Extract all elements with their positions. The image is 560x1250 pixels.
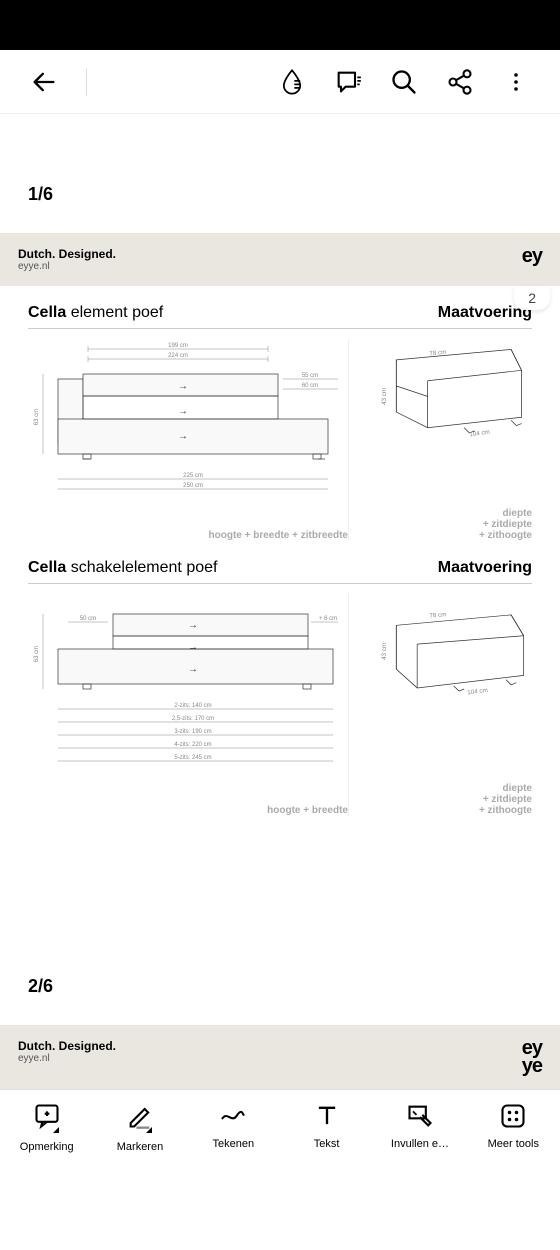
tool-text[interactable]: Tekst bbox=[280, 1102, 373, 1153]
svg-text:→: → bbox=[178, 381, 188, 392]
page-number-2: 2/6 bbox=[0, 956, 560, 1025]
caption-right-2: diepte + zitdiepte + zithoogte bbox=[365, 783, 532, 816]
brand-strip-1: Dutch. Designed. eyye.nl ey 2 bbox=[0, 233, 560, 286]
brand-logo: ey bbox=[522, 247, 542, 265]
sofa-depth-diagram-2: 78 cm 43 cm 104 cm bbox=[365, 594, 532, 719]
share-icon[interactable] bbox=[446, 68, 474, 96]
search-icon[interactable] bbox=[390, 68, 418, 96]
svg-text:250 cm: 250 cm bbox=[183, 483, 203, 489]
page-tab[interactable]: 2 bbox=[514, 286, 550, 310]
contrast-icon[interactable] bbox=[278, 68, 306, 96]
svg-text:→: → bbox=[188, 642, 198, 653]
caption-left-2: hoogte + breedte bbox=[28, 805, 348, 816]
svg-text:43 cm: 43 cm bbox=[381, 643, 388, 660]
svg-text:225 cm: 225 cm bbox=[183, 473, 203, 479]
back-button[interactable] bbox=[30, 68, 58, 96]
svg-text:→: → bbox=[178, 431, 188, 442]
svg-text:63 cm: 63 cm bbox=[34, 409, 40, 425]
brand-line1: Dutch. Designed. bbox=[18, 247, 116, 261]
tool-fill[interactable]: Invullen e… bbox=[373, 1102, 466, 1153]
top-toolbar bbox=[0, 50, 560, 114]
svg-text:→: → bbox=[178, 406, 188, 417]
status-bar bbox=[0, 0, 560, 50]
svg-text:104 cm: 104 cm bbox=[467, 687, 488, 696]
tool-draw[interactable]: Tekenen bbox=[187, 1102, 280, 1153]
svg-text:60 cm: 60 cm bbox=[302, 383, 318, 389]
product-section-2: Cella schakelelement poef Maatvoering →→… bbox=[0, 541, 560, 816]
product-section-1: Cella element poef Maatvoering 199 cm 22… bbox=[0, 286, 560, 541]
svg-text:3-zits: 190 cm: 3-zits: 190 cm bbox=[174, 729, 211, 735]
brand-line1-b: Dutch. Designed. bbox=[18, 1039, 116, 1053]
svg-text:43 cm: 43 cm bbox=[381, 388, 388, 405]
divider bbox=[86, 68, 87, 96]
svg-text:50 cm: 50 cm bbox=[80, 616, 96, 622]
bottom-toolbar: Opmerking Markeren Tekenen Tekst Invulle… bbox=[0, 1089, 560, 1171]
svg-text:224 cm: 224 cm bbox=[168, 353, 188, 359]
svg-text:104 cm: 104 cm bbox=[469, 429, 490, 439]
svg-text:→: → bbox=[188, 664, 198, 675]
more-icon[interactable] bbox=[502, 68, 530, 96]
sofa-front-diagram-1: 199 cm 224 cm → → → 55 cm 60 cm 63 cm 225 … bbox=[28, 339, 348, 519]
sofa-depth-diagram-1: 78 cm 43 cm 104 cm bbox=[365, 339, 532, 464]
svg-text:199 cm: 199 cm bbox=[168, 343, 188, 349]
page-number-1: 1/6 bbox=[0, 114, 560, 233]
tool-highlight[interactable]: Markeren bbox=[93, 1102, 186, 1153]
caption-left-1: hoogte + breedte + zitbreedte bbox=[28, 530, 348, 541]
svg-text:55 cm: 55 cm bbox=[302, 373, 318, 379]
tool-more[interactable]: Meer tools bbox=[467, 1102, 560, 1153]
brand-line2-b: eyye.nl bbox=[18, 1053, 116, 1064]
svg-text:5-zits: 245 cm: 5-zits: 245 cm bbox=[174, 755, 211, 761]
brand-line2: eyye.nl bbox=[18, 261, 116, 272]
section-title-1: Cella element poef bbox=[28, 304, 163, 322]
section-right-2: Maatvoering bbox=[438, 559, 532, 577]
tool-comment[interactable]: Opmerking bbox=[0, 1102, 93, 1153]
svg-text:2,5-zits: 170 cm: 2,5-zits: 170 cm bbox=[172, 716, 214, 722]
svg-text:78 cm: 78 cm bbox=[429, 611, 447, 619]
svg-text:→: → bbox=[188, 620, 198, 631]
caption-right-1: diepte + zitdiepte + zithoogte bbox=[365, 508, 532, 541]
svg-text:63 cm: 63 cm bbox=[34, 646, 40, 662]
brand-strip-2: Dutch. Designed. eyye.nl ey ye bbox=[0, 1025, 560, 1089]
svg-text:+ 6 cm: + 6 cm bbox=[319, 616, 337, 622]
section-title-2: Cella schakelelement poef bbox=[28, 559, 217, 577]
svg-text:78 cm: 78 cm bbox=[429, 349, 447, 358]
sofa-front-diagram-2: → → → 50 cm + 6 cm 63 cm 2-zits: 140 cm 2,… bbox=[28, 594, 348, 794]
svg-text:2-zits: 140 cm: 2-zits: 140 cm bbox=[174, 703, 211, 709]
comment-icon[interactable] bbox=[334, 68, 362, 96]
brand-logo-b: ey ye bbox=[522, 1039, 542, 1075]
document-content[interactable]: 1/6 Dutch. Designed. eyye.nl ey 2 Cella … bbox=[0, 114, 560, 1089]
svg-text:4-zits: 220 cm: 4-zits: 220 cm bbox=[174, 742, 211, 748]
